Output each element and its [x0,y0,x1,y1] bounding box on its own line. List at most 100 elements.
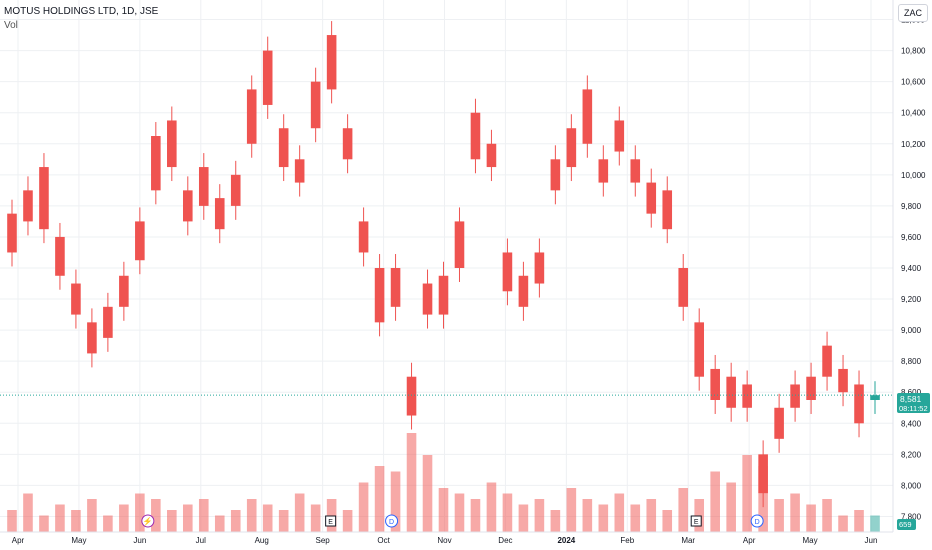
volume-bar [806,504,816,532]
volume-bar [630,504,641,532]
volume-bar [23,493,33,532]
price-tick-label: 9,600 [901,233,922,242]
volume-bar [870,515,880,532]
time-tick-label: Oct [377,536,390,545]
candle-body [103,306,113,338]
dividend-marker-label: D [389,519,394,526]
price-tick-label: 9,400 [901,264,922,273]
time-tick-label: Apr [12,536,25,545]
price-tick-label: 10,200 [901,140,926,149]
event-markers: E D E D ⚡ [141,514,764,528]
price-tick-label: 8,000 [901,481,922,490]
candle-body [198,167,209,206]
candle-body [246,89,257,144]
candle-body [662,190,673,230]
price-tick-label: 7,800 [901,512,922,521]
candle-body [182,190,193,222]
candle-body [566,128,577,168]
candle-body [582,89,593,144]
dividend-marker [385,514,399,528]
volume-bar [502,493,513,532]
candle-body [71,283,81,315]
price-tick-label: 8,600 [901,388,922,397]
candle-body [294,159,305,183]
earnings-marker-label: E [694,519,699,526]
price-tag: 8,581 08:11:52 659 [897,393,930,530]
candle-body [630,159,641,183]
candle-body [151,136,161,191]
candle-body [710,368,720,400]
volume-label: Vol [4,20,18,31]
volume-bar [454,493,465,532]
last-price-label: 8,581 [900,394,922,404]
candle-body [214,198,225,230]
volume-bar [262,504,273,532]
volume-bar [87,499,97,532]
candle-body [694,322,705,377]
candle-body [326,35,337,90]
price-tick-label: 8,400 [901,419,922,428]
price-tick-label: 9,000 [901,326,922,335]
volume-bar [534,499,545,532]
price-tick-label: 10,400 [901,109,926,118]
time-tick-label: May [803,536,818,545]
price-tick-label: 10,800 [901,47,926,56]
time-tick-label: Feb [620,536,634,545]
volume-bar [646,499,657,532]
volume-bar [167,510,177,532]
currency-badge[interactable]: ZAC [898,4,928,22]
candle-body [374,268,385,323]
candle-body [390,268,401,307]
volume-bar [39,515,49,532]
candle-body [167,120,177,168]
volume-bar [838,515,848,532]
dividend-marker [750,514,764,528]
time-tick-label: Jun [133,536,146,545]
volume-bar [854,510,864,532]
volume-bar [822,499,832,532]
candle-body [678,268,689,307]
candle-body [23,190,33,222]
candle-body [838,368,848,393]
price-tick-label: 8,200 [901,450,922,459]
candle-body [87,322,97,354]
time-tick-label: May [71,536,86,545]
volume-bar [246,499,257,532]
candle-body [358,221,369,253]
volume-bar [742,455,752,532]
volume-bar [198,499,209,532]
candle-body [822,345,832,377]
candle-body [870,395,880,400]
candle-body [262,50,273,105]
candle-body [310,81,321,129]
volume-bar [103,515,113,532]
volume-bar [278,510,289,532]
volume-bar [582,499,593,532]
lightning-icon-glyph: ⚡ [143,516,153,526]
candle-body [854,384,864,424]
candle-body [646,182,657,214]
volume-bar [358,482,369,532]
volume-bar [310,504,321,532]
earnings-marker [690,515,702,527]
time-tick-label: Aug [255,536,269,545]
volume-bar [710,471,720,532]
candle-body [550,159,561,191]
candle-body [7,213,17,253]
earnings-marker-label: E [328,519,333,526]
candle-body [774,407,784,439]
volume-bar [151,499,161,532]
volume-bar [614,493,625,532]
candles [7,21,880,508]
volume-bar [342,510,353,532]
volume-bar [470,499,481,532]
volume-bar [374,466,385,532]
volume-bar [662,510,673,532]
candle-body [470,112,481,160]
volume-bar [422,455,433,532]
price-tick-label: 10,600 [901,78,926,87]
volume-last-label: 659 [899,520,912,529]
volume-bar [566,488,577,532]
candle-body [278,128,289,168]
